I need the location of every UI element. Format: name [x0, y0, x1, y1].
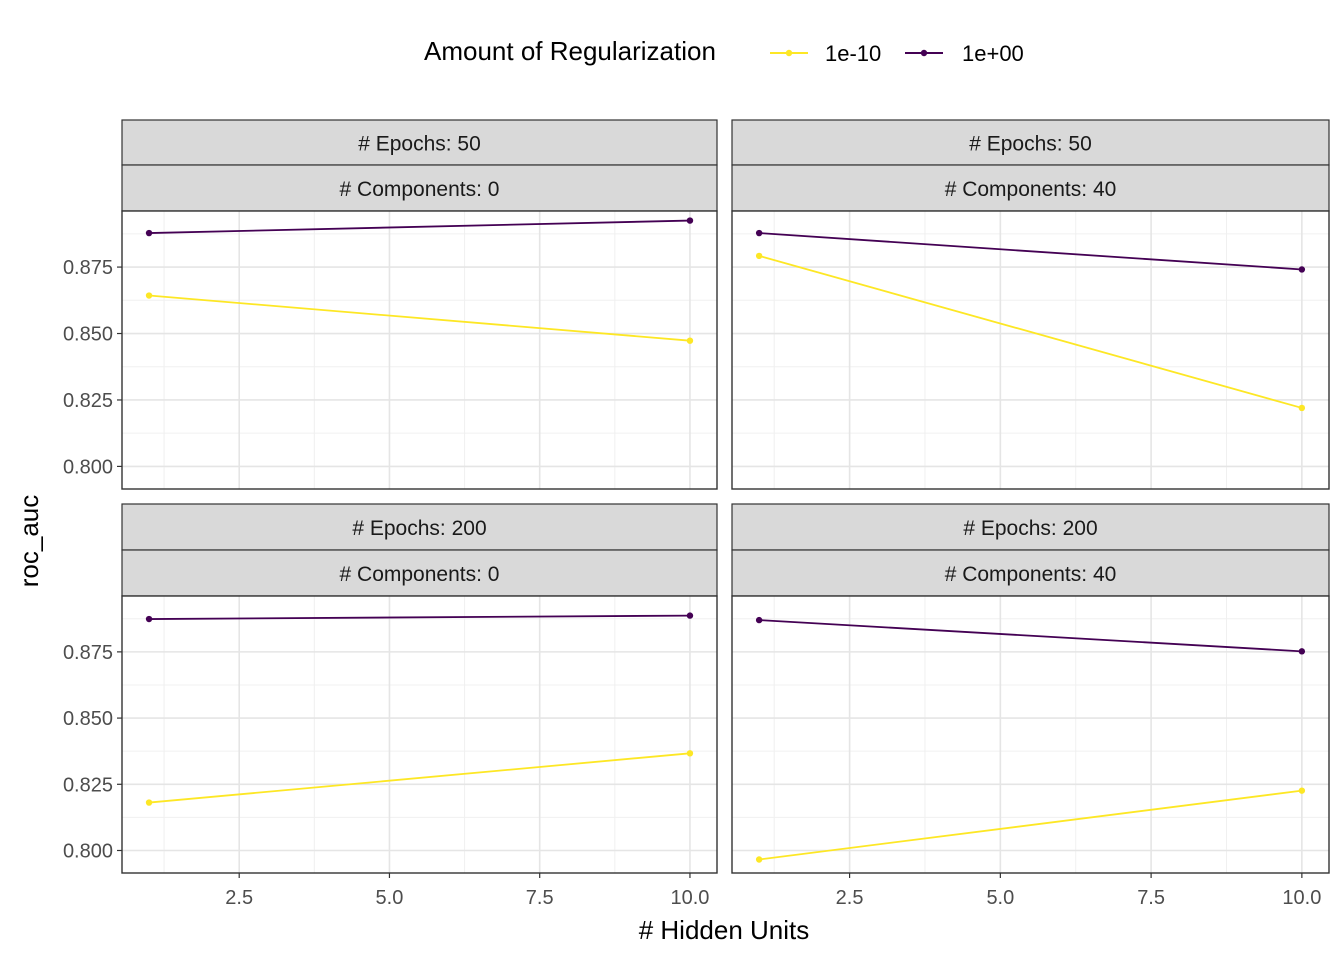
x-tick-label: 10.0 — [1282, 887, 1321, 909]
series-1e-10-line — [758, 255, 1303, 409]
y-tick-label: 0.800 — [63, 456, 113, 478]
series-1e-10-point — [686, 337, 694, 344]
y-tick-label: 0.850 — [63, 324, 113, 346]
series-1e+00-point — [686, 612, 694, 619]
strip-epochs-label: # Epochs: 200 — [963, 517, 1097, 540]
panel-border — [731, 210, 1330, 490]
x-tick-label: 10.0 — [670, 887, 709, 909]
series-1e+00-line — [149, 614, 690, 620]
series-1e+00-point — [1298, 648, 1306, 655]
strip-components-label: # Components: 0 — [340, 563, 500, 586]
series-1e+00-point — [145, 229, 153, 237]
series-1e-10-line — [148, 294, 691, 342]
panel-border — [121, 595, 718, 874]
series-1e-10-point — [755, 856, 763, 863]
strip-components-label: # Components: 0 — [340, 178, 500, 201]
x-axis-title: # Hidden Units — [639, 915, 810, 945]
legend-title: Amount of Regularization — [424, 36, 716, 66]
plot-area — [122, 596, 717, 873]
series-1e-10-point — [1298, 787, 1306, 794]
legend: Amount of Regularization 1e-10 1e+00 — [424, 36, 1024, 66]
series-1e+00-point — [755, 229, 763, 237]
strip-components — [121, 164, 718, 212]
x-tick-label: 2.5 — [225, 887, 253, 909]
series-1e+00-point — [755, 616, 763, 624]
x-tick-label: 5.0 — [376, 887, 404, 909]
plot-area — [732, 211, 1329, 489]
series-1e-10-line — [148, 752, 691, 804]
facet-panel: # Epochs: 200 # Components: 0 0.800 0.825 0.… — [63, 503, 718, 909]
strip-components-label: # Components: 40 — [945, 178, 1117, 201]
strip-epochs-label: # Epochs: 50 — [358, 133, 481, 156]
legend-label-1e+00: 1e+00 — [962, 41, 1024, 66]
legend-key-1e-10 — [770, 49, 808, 57]
series-1e+00-line — [759, 619, 1302, 653]
series-1e-10-point — [755, 252, 763, 260]
panel-border — [121, 210, 718, 490]
y-axis-title: roc_auc — [14, 495, 44, 588]
strip-epochs — [121, 503, 718, 551]
series-1e+00-point — [145, 615, 153, 623]
strip-epochs-label: # Epochs: 200 — [352, 517, 486, 540]
series-1e-10-line — [759, 789, 1302, 861]
x-tick-label: 5.0 — [986, 887, 1014, 909]
x-tick-label: 7.5 — [1137, 887, 1165, 909]
panel-border — [731, 595, 1330, 874]
strip-components — [731, 549, 1330, 597]
plot-area — [122, 211, 717, 489]
strip-epochs — [731, 503, 1330, 551]
strip-components — [731, 164, 1330, 212]
series-1e-10-point — [686, 750, 694, 757]
strip-epochs-label: # Epochs: 50 — [969, 133, 1092, 156]
facet-panel: # Epochs: 50 # Components: 0 0.800 0.825 0.8… — [63, 119, 718, 490]
strip-epochs — [731, 119, 1330, 166]
y-tick-label: 0.850 — [63, 708, 113, 730]
panels: # Epochs: 50 # Components: 0 0.800 0.825 0.8… — [63, 119, 1330, 909]
strip-components-label: # Components: 40 — [945, 563, 1117, 586]
strip-components — [121, 549, 718, 597]
series-1e+00-line — [759, 232, 1302, 271]
series-1e-10-point — [145, 292, 153, 299]
series-1e+00-line — [149, 219, 690, 234]
plot-area — [732, 596, 1329, 873]
y-tick-label: 0.825 — [63, 774, 113, 796]
series-1e-10-point — [1298, 404, 1306, 412]
series-1e+00-point — [686, 217, 694, 224]
facet-panel: # Epochs: 200 # Components: 40 2.5 5.0 7.5 10… — [731, 503, 1330, 909]
series-1e+00-point — [1298, 266, 1306, 273]
y-tick-label: 0.800 — [63, 840, 113, 862]
legend-label-1e-10: 1e-10 — [825, 41, 881, 66]
facet-panel: # Epochs: 50 # Components: 40 — [731, 119, 1330, 490]
y-tick-label: 0.875 — [63, 642, 113, 664]
y-tick-label: 0.825 — [63, 390, 113, 412]
x-tick-label: 7.5 — [526, 887, 554, 909]
legend-key-1e+00 — [905, 49, 943, 57]
y-tick-label: 0.875 — [63, 257, 113, 279]
x-tick-label: 2.5 — [836, 887, 864, 909]
series-1e-10-point — [145, 799, 153, 806]
